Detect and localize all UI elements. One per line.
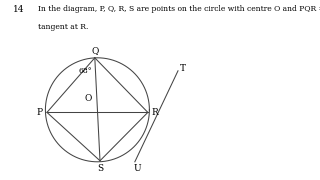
Text: O: O xyxy=(84,94,92,103)
Text: In the diagram, P, Q, R, S are points on the circle with centre O and PQR = 68°.: In the diagram, P, Q, R, S are points on… xyxy=(38,5,320,13)
Text: 68°: 68° xyxy=(79,67,92,75)
Text: T: T xyxy=(180,64,186,73)
Text: 14: 14 xyxy=(13,5,24,14)
Text: U: U xyxy=(134,164,141,173)
Text: tangent at R.: tangent at R. xyxy=(38,23,89,31)
Text: P: P xyxy=(36,108,43,117)
Text: R: R xyxy=(151,108,158,117)
Text: S: S xyxy=(97,164,103,173)
Text: Q: Q xyxy=(91,47,99,56)
